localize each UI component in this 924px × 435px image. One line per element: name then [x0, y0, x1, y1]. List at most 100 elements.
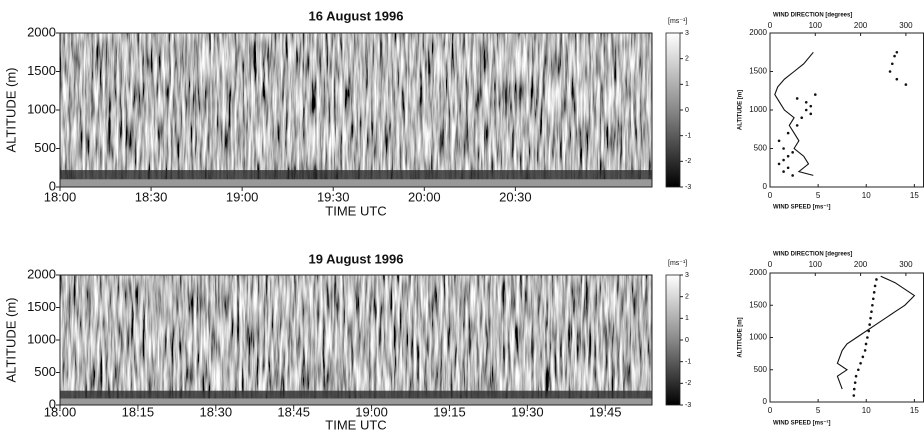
x-tick-label: 5: [816, 406, 821, 415]
x2-tick-label: 100: [809, 21, 823, 30]
colorbar-tick-label: 3: [685, 30, 689, 37]
colorbar: [665, 32, 681, 188]
colorbar-tick-label: 0: [685, 107, 689, 114]
x-tick-label: 19:00: [355, 404, 388, 419]
ground-strip: [60, 398, 652, 405]
profile-dot: [888, 70, 892, 73]
chart-title: 19 August 1996: [309, 251, 404, 266]
y-tick-label: 0: [763, 182, 768, 191]
x-tick-label: 10: [862, 191, 871, 200]
colorbar-label: [ms⁻¹]: [668, 260, 687, 267]
plot-frame: [769, 272, 924, 403]
profile-dot: [857, 368, 860, 372]
profile-dot: [852, 394, 856, 397]
x-tick-label: 15: [910, 191, 919, 200]
profile-dot: [777, 139, 781, 143]
profile-dot: [859, 362, 862, 365]
x-tick-label: 18:00: [44, 189, 77, 204]
x-tick-label: 0: [768, 191, 773, 200]
x-tick-label: 18:30: [135, 189, 168, 204]
profile-dot: [782, 158, 785, 162]
profile-dot: [863, 349, 867, 352]
profile-dot: [813, 93, 817, 96]
x2-tick-label: 200: [854, 21, 868, 30]
profile-dot: [890, 62, 894, 66]
profile-dot: [895, 77, 899, 81]
profile-dot: [809, 112, 813, 116]
profile-dot: [782, 170, 785, 173]
colorbar: [665, 274, 681, 406]
x-tick-label: 15: [910, 406, 919, 415]
colorbar-tick-label: -1: [685, 133, 691, 140]
profile-dot: [870, 310, 873, 314]
chart-title: 16 August 1996: [309, 8, 404, 23]
x-axis-label: TIME UTC: [325, 417, 386, 432]
x-axis-label: WIND SPEED [ms⁻¹]: [773, 420, 831, 427]
y-tick-label: 500: [754, 144, 768, 153]
y-tick-label: 0: [49, 178, 56, 193]
y-axis-label: ALTITUDE (m): [3, 68, 18, 153]
image-texture: [60, 33, 652, 187]
profile-dot: [871, 297, 875, 301]
y-tick-label: 1500: [749, 300, 767, 309]
x-tick-label: 18:45: [277, 404, 310, 419]
profile-dot: [804, 108, 808, 112]
profile-dot: [800, 116, 804, 119]
profile-dot: [786, 154, 790, 158]
colorbar-tick-label: 2: [685, 294, 689, 301]
x2-tick-label: 0: [768, 21, 773, 30]
profile-dot: [804, 101, 808, 104]
y-tick-label: 0: [763, 397, 768, 406]
colorbar-label: [ms⁻¹]: [668, 18, 687, 25]
x2-tick-label: 0: [768, 260, 773, 269]
y-tick-label: 500: [34, 140, 56, 155]
y-tick-label: 0: [49, 396, 56, 411]
x-tick-label: 10: [862, 406, 871, 415]
profile-dot: [866, 336, 869, 339]
profile-line: [836, 275, 916, 390]
profile-dot: [868, 323, 871, 326]
x-axis-label: WIND SPEED [ms⁻¹]: [773, 204, 831, 211]
y-tick-label: 1000: [27, 331, 56, 346]
profile-dot: [795, 97, 799, 100]
profile-dot: [782, 147, 785, 150]
x-tick-label: 0: [768, 406, 773, 415]
x-tick-label: 19:15: [433, 404, 466, 419]
profile-dot: [852, 387, 856, 391]
y-tick-label: 1500: [27, 299, 56, 314]
profile-dot: [873, 284, 877, 288]
colorbar-tick-label: 0: [685, 337, 689, 344]
colorbar-tick-label: -3: [685, 184, 691, 191]
profile-dot: [895, 50, 899, 54]
plot-frame: [769, 32, 924, 188]
profile-dot: [867, 329, 871, 333]
profile-dot: [875, 278, 878, 281]
x-tick-label: 5: [816, 191, 821, 200]
x2-tick-label: 200: [854, 260, 868, 269]
y-tick-label: 2000: [749, 268, 767, 277]
x-tick-label: 18:00: [44, 404, 77, 419]
x-tick-label: 18:30: [200, 404, 233, 419]
y-tick-label: 1000: [749, 105, 767, 114]
x-tick-label: 19:45: [589, 404, 622, 419]
profile-dot: [786, 166, 790, 170]
x2-tick-label: 100: [809, 260, 823, 269]
x2-axis-label: WIND DIRECTION [degrees]: [773, 252, 852, 258]
x2-axis-label: WIND DIRECTION [degrees]: [773, 13, 852, 19]
colorbar-tick-label: 2: [685, 56, 689, 63]
profile-dot: [871, 303, 874, 307]
y-tick-label: 2000: [27, 24, 56, 39]
y-axis-label: ALTITUDE [m]: [738, 317, 744, 357]
y-axis-label: ALTITUDE (m): [3, 298, 18, 383]
colorbar-tick-label: 3: [685, 272, 689, 279]
profile-dot: [854, 374, 858, 378]
profile-dot: [791, 174, 794, 177]
profile-dot: [861, 355, 865, 359]
x2-tick-label: 300: [899, 260, 913, 269]
colorbar-tick-label: 1: [685, 81, 689, 88]
y-tick-label: 1500: [27, 63, 56, 78]
profile-dot: [853, 381, 857, 384]
colorbar-tick-label: -1: [685, 359, 691, 366]
y-tick-label: 500: [754, 365, 768, 374]
